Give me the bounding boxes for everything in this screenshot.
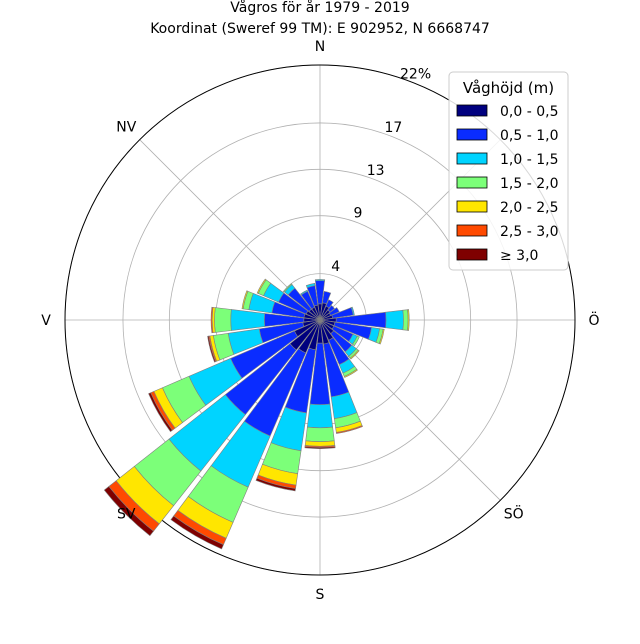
direction-label: V (41, 313, 51, 329)
rose-bar-segment (327, 305, 335, 313)
rose-bar-segment (350, 306, 355, 316)
rose-bar-segment (256, 278, 267, 294)
legend-swatch (456, 224, 488, 237)
rose-bar-segment (402, 309, 409, 331)
rose-bar-segment (385, 309, 404, 331)
rose-bar-segment (349, 349, 360, 360)
legend-entry-label: 1,0 - 1,5 (500, 152, 558, 168)
rose-bar-segment (304, 440, 336, 447)
rose-bar-segment (170, 515, 224, 550)
rose-bar-segment (148, 392, 173, 433)
rose-bar-segment (335, 425, 363, 434)
radial-tick-label: 17 (384, 120, 402, 136)
direction-label: NV (116, 119, 136, 135)
rose-bar-segment (230, 309, 266, 331)
rose-bar-segment (255, 477, 296, 492)
radial-tick-label: 13 (367, 163, 385, 179)
direction-label: SV (117, 507, 136, 523)
legend-swatch (456, 128, 488, 141)
legend: Våghöjd (m) 0,0 - 0,5 0,5 - 1,0 1,0 - 1,5 1,… (448, 71, 569, 271)
legend-swatch (456, 200, 488, 213)
rose-bar-segment (328, 307, 340, 316)
rose-bar-segment (283, 283, 293, 293)
rose-bar-segment (305, 282, 316, 289)
rose-bar-segment (322, 290, 332, 305)
direction-label: Ö (588, 311, 599, 329)
legend-swatch (456, 176, 488, 189)
rose-bar-segment (214, 307, 232, 333)
direction-label: S (316, 587, 325, 603)
rose-bar-segment (352, 335, 360, 347)
rose-bar-segment (304, 446, 336, 449)
direction-label: N (315, 39, 325, 55)
legend-box (448, 71, 569, 271)
rose-bars (103, 278, 410, 550)
rose-bar-segment (407, 309, 410, 331)
rose-bar-segment (314, 279, 326, 282)
radial-tick-label: 22% (400, 66, 431, 82)
chart-subtitle: Koordinat (Sweref 99 TM): E 902952, N 66… (150, 21, 490, 37)
rose-bar-segment (343, 368, 358, 378)
rose-bar-segment (103, 486, 154, 537)
legend-entry-label: 2,0 - 2,5 (500, 200, 558, 216)
chart-title: Vågros för år 1979 - 2019 (230, 0, 409, 16)
legend-entry-label: 0,0 - 0,5 (500, 104, 558, 120)
legend-entry-label: ≥ 3,0 (500, 248, 538, 264)
direction-label: SÖ (504, 505, 524, 523)
rose-bar-segment (378, 328, 385, 345)
rose-bar-segment (241, 290, 249, 310)
legend-entry-label: 0,5 - 1,0 (500, 128, 558, 144)
rose-bar-segment (300, 289, 309, 296)
radial-tick-label: 4 (331, 259, 340, 275)
legend-title: Våghöjd (m) (463, 79, 554, 97)
legend-entry-label: 2,5 - 3,0 (500, 224, 558, 240)
radial-tick-label: 9 (353, 206, 362, 222)
rose-bar-segment (325, 299, 334, 309)
polar-frame (64, 64, 576, 576)
rose-bar-segment (207, 335, 216, 363)
rose-bar-segment (210, 306, 214, 334)
rose-bar-segment (306, 403, 334, 429)
legend-swatch (456, 248, 488, 261)
legend-swatch (456, 104, 488, 117)
legend-swatch (456, 152, 488, 165)
legend-entry-label: 1,5 - 2,0 (500, 176, 558, 192)
rose-bar-segment (305, 426, 335, 443)
